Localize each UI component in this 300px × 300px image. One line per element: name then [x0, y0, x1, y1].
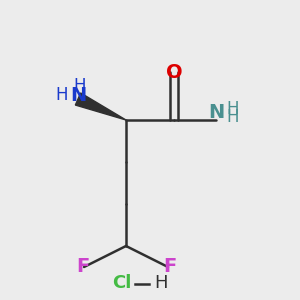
Text: H: H: [73, 77, 86, 95]
Text: N: N: [70, 86, 86, 105]
Text: F: F: [163, 257, 176, 277]
Text: F: F: [76, 257, 89, 277]
Text: H: H: [226, 100, 239, 118]
Polygon shape: [75, 93, 126, 120]
Text: N: N: [208, 103, 224, 122]
Text: Cl: Cl: [112, 274, 131, 292]
Text: H: H: [226, 108, 239, 126]
Text: H: H: [154, 274, 167, 292]
Text: H: H: [55, 86, 68, 104]
Text: O: O: [166, 62, 182, 82]
